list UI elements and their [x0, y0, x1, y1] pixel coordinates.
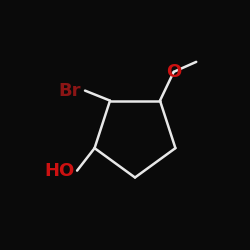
- Text: Br: Br: [59, 82, 81, 100]
- Text: HO: HO: [44, 162, 74, 180]
- Text: O: O: [166, 63, 181, 81]
